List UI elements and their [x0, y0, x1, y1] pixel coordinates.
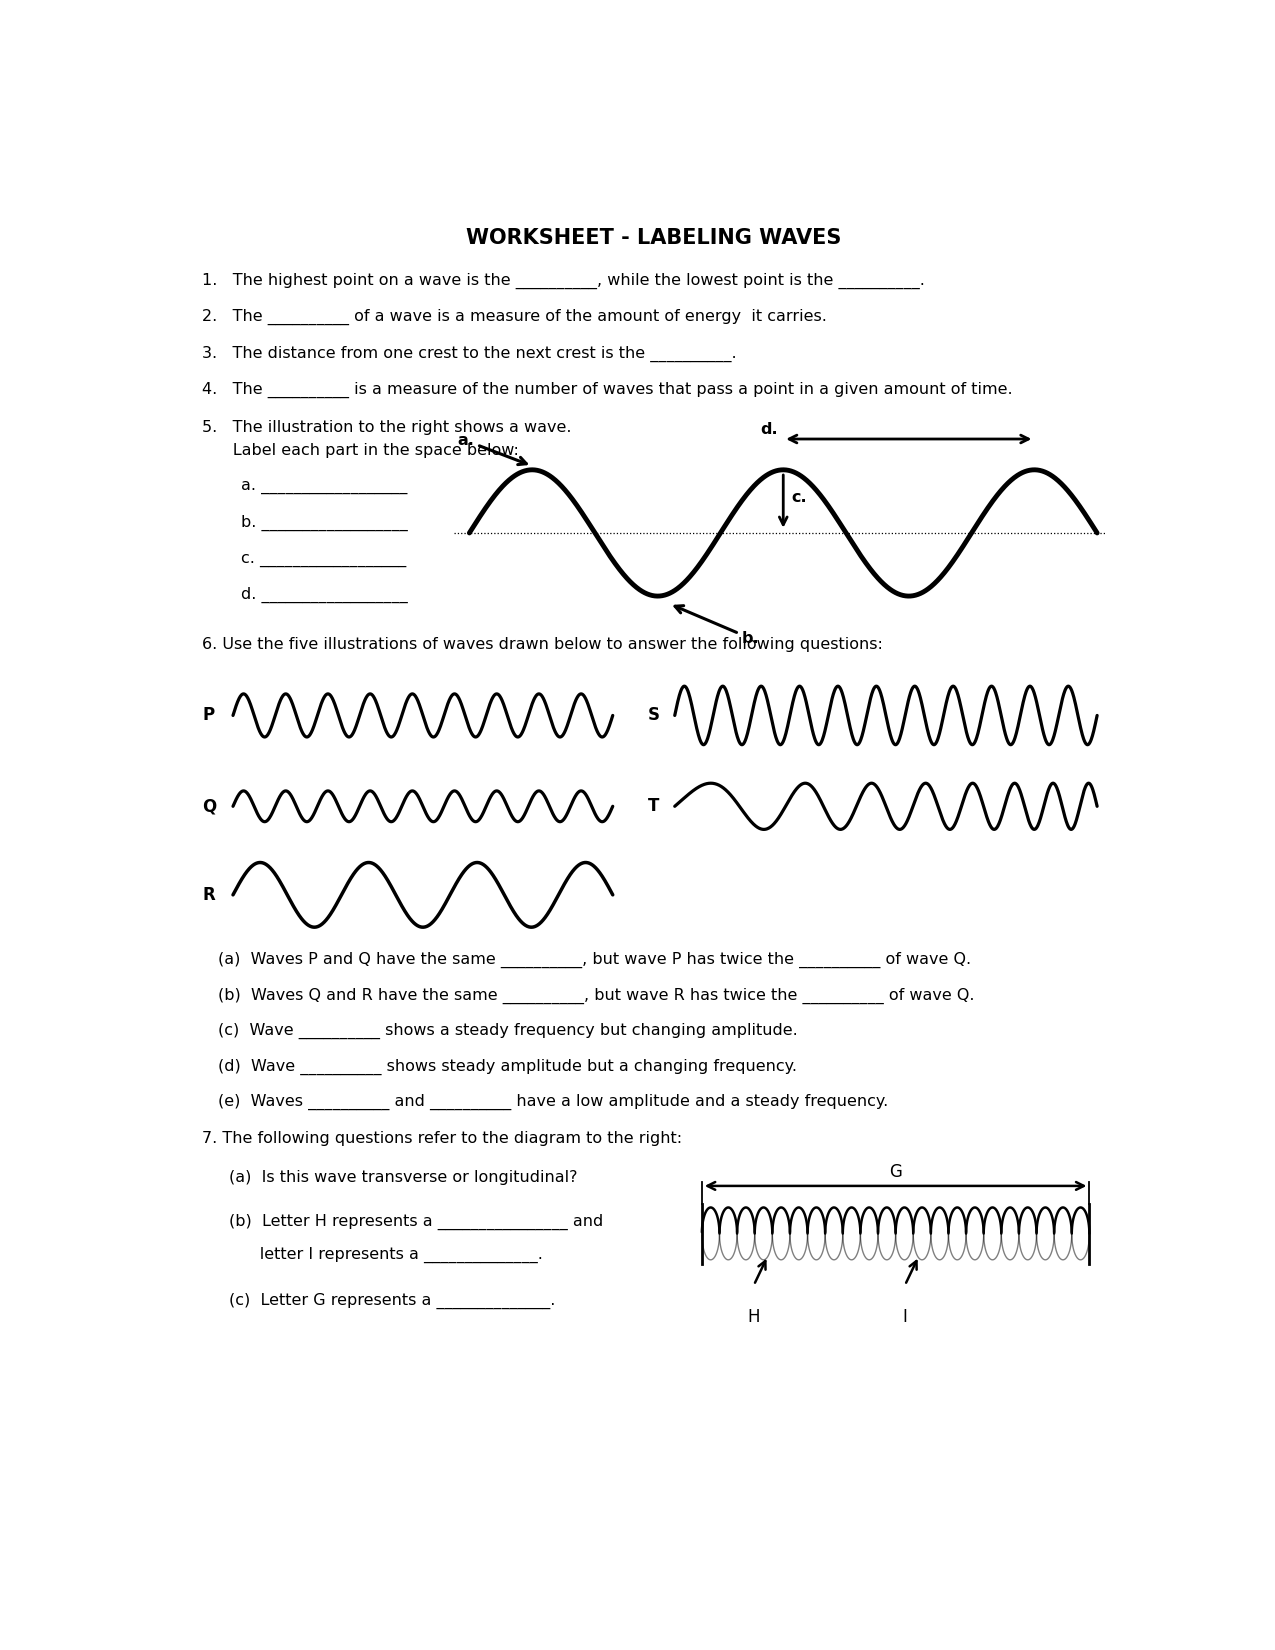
Text: c.: c.	[790, 490, 807, 505]
Text: (c)  Wave __________ shows a steady frequency but changing amplitude.: (c) Wave __________ shows a steady frequ…	[218, 1023, 797, 1040]
Text: G: G	[889, 1163, 903, 1181]
Text: Label each part in the space below:: Label each part in the space below:	[201, 444, 519, 459]
Text: (b)  Waves Q and R have the same __________, but wave R has twice the __________: (b) Waves Q and R have the same ________…	[218, 988, 974, 1003]
Text: (a)  Is this wave transverse or longitudinal?: (a) Is this wave transverse or longitudi…	[230, 1170, 578, 1185]
Text: a. __________________: a. __________________	[241, 478, 407, 495]
Text: T: T	[648, 797, 659, 815]
Text: b. __________________: b. __________________	[241, 515, 408, 531]
Text: R: R	[201, 886, 214, 904]
Text: d.: d.	[760, 422, 778, 437]
Text: 5.   The illustration to the right shows a wave.: 5. The illustration to the right shows a…	[201, 421, 571, 436]
Text: (d)  Wave __________ shows steady amplitude but a changing frequency.: (d) Wave __________ shows steady amplitu…	[218, 1058, 797, 1074]
Text: (a)  Waves P and Q have the same __________, but wave P has twice the __________: (a) Waves P and Q have the same ________…	[218, 952, 970, 969]
Text: S: S	[648, 706, 659, 724]
Text: H: H	[747, 1308, 760, 1327]
Text: (c)  Letter G represents a ______________.: (c) Letter G represents a ______________…	[230, 1292, 556, 1308]
Text: 1.   The highest point on a wave is the __________, while the lowest point is th: 1. The highest point on a wave is the __…	[201, 272, 924, 289]
Text: d. __________________: d. __________________	[241, 587, 408, 604]
Text: a.: a.	[458, 432, 527, 465]
Text: P: P	[201, 706, 214, 724]
Text: 6. Use the five illustrations of waves drawn below to answer the following quest: 6. Use the five illustrations of waves d…	[201, 637, 882, 652]
Text: (b)  Letter H represents a ________________ and: (b) Letter H represents a ______________…	[230, 1214, 603, 1231]
Text: b.: b.	[674, 606, 760, 645]
Text: (e)  Waves __________ and __________ have a low amplitude and a steady frequency: (e) Waves __________ and __________ have…	[218, 1094, 887, 1110]
Text: 2.   The __________ of a wave is a measure of the amount of energy  it carries.: 2. The __________ of a wave is a measure…	[201, 309, 827, 325]
Text: WORKSHEET - LABELING WAVES: WORKSHEET - LABELING WAVES	[465, 228, 842, 248]
Text: letter I represents a ______________.: letter I represents a ______________.	[230, 1246, 543, 1262]
Text: Q: Q	[201, 797, 217, 815]
Text: I: I	[903, 1308, 908, 1327]
Text: c. __________________: c. __________________	[241, 551, 405, 566]
Text: 4.   The __________ is a measure of the number of waves that pass a point in a g: 4. The __________ is a measure of the nu…	[201, 381, 1012, 398]
Text: 3.   The distance from one crest to the next crest is the __________.: 3. The distance from one crest to the ne…	[201, 345, 737, 361]
Text: 7. The following questions refer to the diagram to the right:: 7. The following questions refer to the …	[201, 1132, 682, 1147]
